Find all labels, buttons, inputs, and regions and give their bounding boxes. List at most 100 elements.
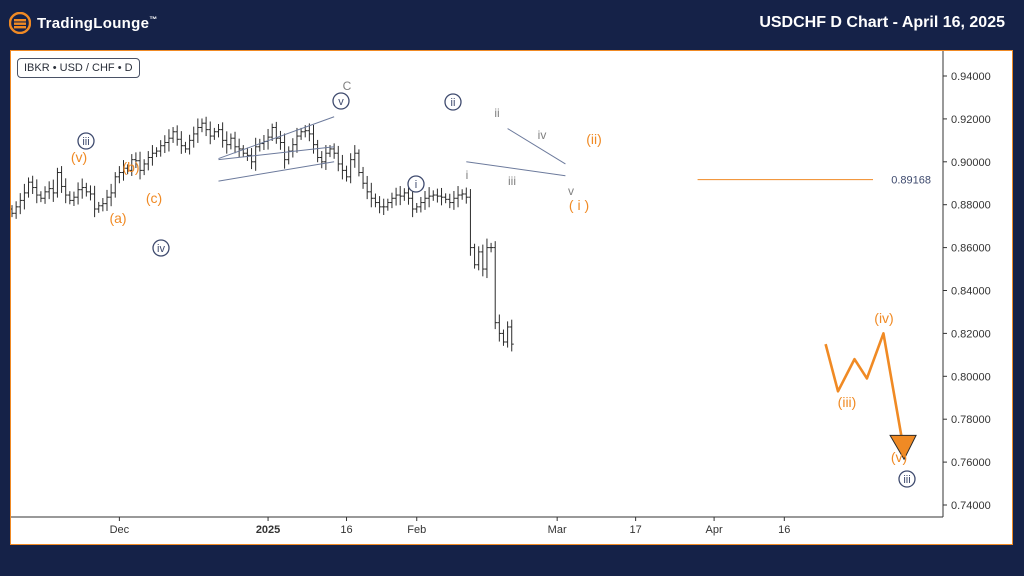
ohlc-bar — [142, 159, 147, 176]
ohlc-bar — [84, 182, 89, 197]
ohlc-bar — [344, 165, 349, 182]
logo-text: TradingLounge™ — [37, 14, 158, 32]
price-axis: 0.94000 0.92000 0.90000 0.88000 0.86000 0.840… — [942, 51, 991, 517]
ohlc-bar — [394, 187, 399, 206]
ohlc-bar — [34, 179, 39, 204]
symbol-label[interactable]: IBKR • USD / CHF • D — [17, 58, 140, 78]
wave-label-circle — [332, 92, 350, 110]
ohlc-bar — [447, 193, 452, 209]
price-tick-label: 0.86000 — [951, 243, 991, 255]
ohlc-bar — [129, 154, 134, 176]
ohlc-bar — [509, 319, 514, 352]
ohlc-bar — [150, 145, 155, 166]
ohlc-bar — [18, 193, 23, 215]
price-chart[interactable]: 0.89168 0.94000 0.92000 0.90000 0.88000 0.86… — [11, 51, 1012, 544]
ohlc-bar — [274, 121, 279, 144]
ohlc-bar — [398, 186, 403, 206]
ohlc-bar — [414, 202, 419, 213]
time-tick-label: Mar — [548, 524, 567, 536]
ohlc-bar — [319, 151, 324, 169]
wave-label: iii — [82, 136, 89, 148]
price-tick-label: 0.92000 — [951, 114, 991, 126]
ohlc-bar — [208, 121, 213, 145]
ohlc-bar — [365, 175, 370, 200]
ohlc-bar — [294, 127, 299, 153]
wave-label: (v) — [71, 149, 87, 165]
ohlc-bar — [113, 172, 118, 198]
ohlc-bar — [361, 166, 366, 189]
ohlc-bar — [315, 139, 320, 163]
time-tick-label: 2025 — [256, 524, 280, 536]
ohlc-bar — [472, 243, 477, 269]
ohlc-bar — [381, 198, 386, 215]
ohlc-bar — [92, 185, 97, 218]
logo-icon — [9, 12, 31, 34]
ohlc-bar — [332, 143, 337, 159]
ohlc-bar — [249, 148, 254, 170]
channel-line-base — [218, 161, 335, 182]
ohlc-bar — [253, 137, 258, 171]
ohlc-bar — [460, 189, 465, 200]
ohlc-bar — [175, 125, 180, 146]
ohlc-bar — [195, 118, 200, 143]
wave-label: (ii) — [586, 131, 602, 147]
time-axis: Dec 2025 16 Feb Mar 17 Apr 16 — [11, 516, 943, 536]
ohlc-bar — [191, 126, 196, 148]
ohlc-bar — [348, 153, 353, 184]
ohlc-bar — [43, 186, 48, 204]
ohlc-bar — [133, 152, 138, 169]
ohlc-bar — [228, 133, 233, 150]
time-tick-label: 17 — [630, 524, 642, 536]
ohlc-bar — [480, 244, 485, 277]
ohlc-bar — [443, 193, 448, 204]
ohlc-bar — [241, 145, 246, 158]
ohlc-bar — [26, 177, 31, 198]
ohlc-bar — [121, 160, 126, 181]
projection-arrowhead — [889, 434, 917, 461]
ohlc-bar — [109, 183, 114, 207]
wave-label: i — [466, 168, 469, 182]
level-line-label: 0.89168 — [891, 175, 931, 187]
ohlc-bar — [38, 191, 43, 203]
ohlc-bar — [96, 201, 101, 213]
ohlc-bar — [377, 196, 382, 214]
ohlc-bar — [489, 242, 494, 253]
ohlc-bar — [340, 154, 345, 180]
ohlc-bar — [423, 190, 427, 210]
ohlc-bar — [212, 127, 217, 140]
wave-label: (v) — [891, 449, 907, 465]
chart-title: USDCHF D Chart - April 16, 2025 — [759, 14, 1005, 31]
ohlc-bar — [307, 123, 312, 142]
ohlc-bar — [80, 178, 85, 199]
tradinglounge-logo[interactable]: TradingLounge™ — [9, 12, 158, 34]
ohlc-bar — [427, 187, 432, 208]
ohlc-bar — [456, 186, 461, 208]
ohlc-bar — [47, 181, 52, 200]
ohlc-bar — [14, 201, 19, 219]
ohlc-bar — [505, 321, 510, 348]
ohlc-bar — [476, 246, 481, 271]
price-tick-label: 0.78000 — [951, 414, 991, 426]
wave-label: (iv) — [874, 310, 893, 326]
ohlc-bar — [356, 149, 361, 177]
ohlc-bar — [431, 190, 436, 201]
wave-label: ii — [494, 106, 499, 120]
ohlc-bar — [59, 166, 64, 193]
ohlc-bar — [406, 186, 411, 205]
ohlc-bar — [100, 198, 105, 212]
ohlc-bar — [501, 329, 506, 346]
ohlc-bar — [402, 188, 407, 201]
time-tick-label: Feb — [407, 524, 426, 536]
ohlc-bar — [179, 131, 184, 154]
wave-label: (a) — [109, 210, 126, 226]
projection-path — [824, 332, 906, 452]
ohlc-bar — [117, 166, 122, 184]
ohlc-bar — [11, 205, 14, 218]
wave-label: (iii) — [838, 394, 857, 410]
ohlc-bar — [125, 164, 130, 175]
ohlc-bar — [220, 122, 225, 148]
wave-label-circle — [407, 175, 425, 193]
ohlc-bar — [22, 183, 27, 210]
ohlc-bar — [233, 131, 238, 154]
